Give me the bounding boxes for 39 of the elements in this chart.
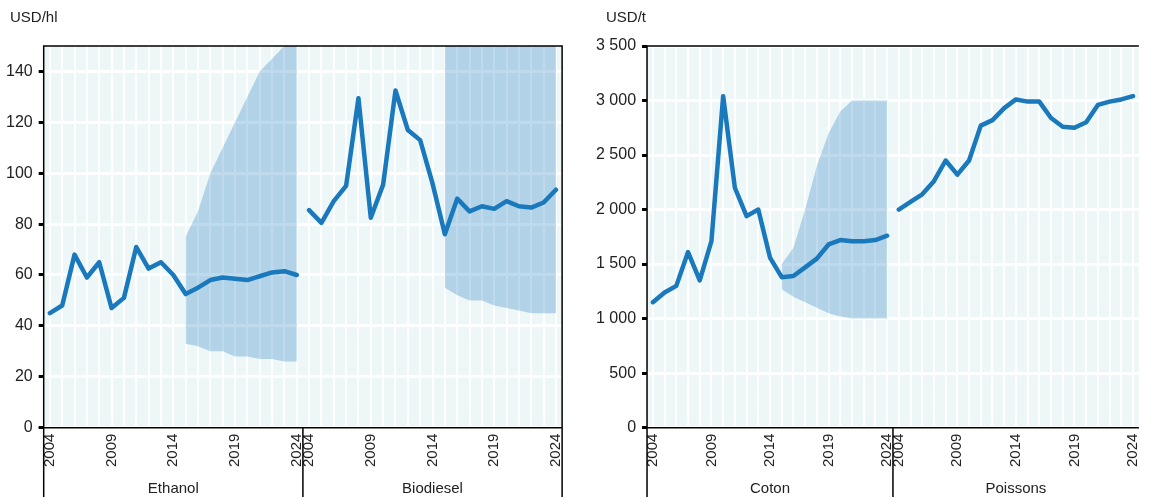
y-tick-label: 1 000	[595, 309, 637, 326]
x-tick-label: 2014	[760, 433, 778, 468]
x-tick-label: 2014	[422, 433, 440, 468]
y-tick-label: 0	[627, 418, 637, 436]
y-tick-label: 80	[14, 214, 33, 232]
x-tick-label: 2019	[1064, 433, 1082, 468]
x-tick-label: 2009	[947, 433, 965, 468]
y-tick-label: 0	[23, 418, 33, 436]
y-tick-label: 100	[5, 163, 33, 181]
y-axis-title: USD/t	[606, 7, 647, 25]
x-tick-label: 2004	[40, 433, 58, 468]
y-tick-label: 1 500	[595, 254, 637, 272]
y-tick-label: 120	[5, 112, 33, 130]
text: Ethanol	[147, 478, 199, 496]
x-tick-label: 2014	[163, 433, 181, 468]
x-tick-label: 2024	[546, 433, 564, 468]
y-tick-label: 2 000	[595, 199, 637, 217]
text: Coton	[749, 478, 791, 496]
x-tick-label: 2009	[360, 433, 378, 468]
x-tick-label: 2009	[701, 433, 719, 468]
y-tick-label: 140	[5, 61, 33, 79]
x-tick-label: 2019	[484, 433, 502, 468]
x-tick-label: 2014	[1006, 433, 1024, 468]
y-tick-label: 3 500	[595, 36, 637, 54]
x-tick-label: 2004	[643, 433, 661, 468]
x-tick-label: 2019	[818, 433, 836, 468]
y-tick-label: 20	[14, 367, 33, 385]
x-tick-label: 2009	[101, 433, 119, 468]
x-tick-label: 2024	[1123, 433, 1141, 468]
y-tick-label: 2 500	[595, 145, 637, 163]
x-tick-label: 2019	[225, 433, 243, 468]
y-axis-title: USD/hl	[10, 7, 58, 25]
y-tick-label: 40	[14, 316, 33, 334]
y-tick-label: 60	[14, 265, 33, 283]
text: Biodiesel	[402, 478, 463, 496]
x-tick-label: 2024	[286, 433, 304, 468]
text: Poissons	[985, 478, 1047, 496]
y-tick-label: 3 000	[595, 90, 637, 108]
y-tick-label: 500	[609, 363, 637, 381]
